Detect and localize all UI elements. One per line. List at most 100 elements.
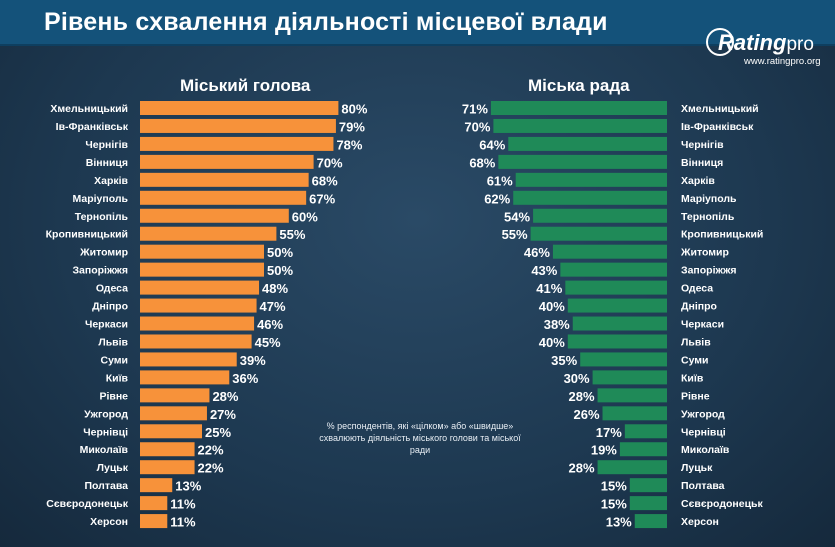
mayor-bar	[140, 190, 307, 205]
mayor-bar	[140, 460, 195, 475]
mayor-bar	[140, 316, 255, 331]
logo-ring-icon	[706, 28, 734, 56]
council-value-label: 26%	[573, 407, 599, 422]
mayor-value-label: 46%	[257, 317, 283, 332]
mayor-value-label: 25%	[205, 425, 231, 440]
mayor-bar	[140, 352, 237, 367]
mayor-category-label: Київ	[106, 372, 129, 384]
council-value-label: 35%	[551, 353, 577, 368]
chart-note: % респондентів, які «цілком» або «швидше…	[319, 421, 521, 455]
council-category-label: Херсон	[681, 516, 719, 528]
council-value-label: 19%	[591, 443, 617, 458]
mayor-value-label: 22%	[198, 443, 224, 458]
council-bar	[629, 496, 667, 511]
council-value-label: 38%	[544, 317, 570, 332]
council-value-label: 28%	[569, 389, 595, 404]
mayor-bar	[140, 208, 289, 223]
mayor-bar	[140, 244, 264, 259]
mayor-bar	[140, 388, 210, 403]
mayor-value-label: 70%	[317, 155, 343, 170]
council-category-label: Тернопіль	[681, 211, 735, 223]
mayor-category-label: Полтава	[84, 480, 128, 492]
council-bar	[533, 208, 667, 223]
ratingpro-logo: Ratingpro www.ratingpro.org	[706, 26, 831, 70]
council-category-label: Чернівці	[681, 426, 726, 438]
mayor-category-label: Одеса	[96, 283, 128, 295]
mayor-value-label: 27%	[210, 407, 236, 422]
council-bar	[602, 406, 667, 421]
mayor-value-label: 36%	[232, 371, 258, 386]
council-category-label: Київ	[681, 372, 704, 384]
mayor-value-label: 78%	[336, 137, 362, 152]
mayor-category-label: Черкаси	[85, 319, 128, 331]
mayor-bar	[140, 172, 309, 187]
mayor-bar	[140, 406, 207, 421]
mayor-category-label: Суми	[100, 354, 128, 366]
council-category-label: Ів-Франківськ	[681, 121, 754, 133]
council-bar	[552, 244, 667, 259]
council-bar	[572, 316, 667, 331]
council-category-label: Житомир	[680, 247, 729, 259]
council-bar	[508, 136, 667, 151]
council-value-label: 30%	[564, 371, 590, 386]
mayor-bar	[140, 101, 339, 115]
mayor-value-label: 67%	[309, 191, 335, 206]
mayor-category-label: Чернівці	[83, 426, 128, 438]
council-chart-title: Міська рада	[528, 76, 630, 95]
mayor-bar	[140, 496, 168, 511]
mayor-bar	[140, 136, 334, 151]
mayor-bar	[140, 424, 202, 439]
mayor-category-label: Чернігів	[85, 139, 128, 151]
mayor-bar	[140, 298, 257, 313]
council-category-label: Хмельницький	[681, 103, 759, 115]
council-value-label: 15%	[601, 479, 627, 494]
council-bar	[619, 442, 667, 457]
council-category-label: Черкаси	[681, 319, 724, 331]
mayor-value-label: 11%	[170, 497, 196, 512]
mayor-category-label: Запоріжжя	[72, 265, 128, 277]
mayor-category-label: Херсон	[90, 516, 128, 528]
council-bar	[560, 262, 667, 277]
council-value-label: 71%	[462, 102, 488, 117]
mayor-bar	[140, 442, 195, 457]
mayor-category-label: Рівне	[99, 390, 128, 402]
council-value-label: 70%	[464, 119, 490, 134]
council-bar	[567, 334, 667, 349]
council-value-label: 40%	[539, 335, 565, 350]
council-category-label: Кропивницький	[681, 229, 763, 241]
council-bar	[597, 388, 667, 403]
council-value-label: 13%	[606, 515, 632, 530]
council-bar	[580, 352, 667, 367]
mayor-category-label: Дніпро	[92, 301, 128, 313]
mayor-value-label: 50%	[267, 245, 293, 260]
mayor-bar	[140, 370, 230, 385]
council-category-label: Полтава	[681, 480, 725, 492]
mayor-value-label: 47%	[260, 299, 286, 314]
mayor-bar	[140, 514, 168, 529]
council-category-label: Львів	[681, 336, 711, 348]
mayor-value-label: 11%	[170, 515, 196, 530]
mayor-value-label: 50%	[267, 263, 293, 278]
council-bar	[629, 478, 667, 493]
mayor-bar	[140, 334, 252, 349]
header-band	[0, 0, 835, 46]
council-bar	[634, 514, 667, 529]
mayor-category-label: Харків	[94, 175, 128, 187]
mayor-category-label: Хмельницький	[50, 103, 128, 115]
mayor-category-label: Ів-Франківськ	[56, 121, 129, 133]
council-bar	[493, 118, 667, 133]
mayor-value-label: 28%	[212, 389, 238, 404]
mayor-bar	[140, 154, 314, 169]
council-category-label: Сєвєродонецьк	[681, 498, 763, 510]
mayor-category-label: Тернопіль	[75, 211, 129, 223]
council-bar	[530, 226, 667, 241]
council-value-label: 43%	[531, 263, 557, 278]
logo-url: www.ratingpro.org	[744, 56, 821, 67]
council-bar	[567, 298, 667, 313]
mayor-value-label: 13%	[175, 479, 201, 494]
council-category-label: Ужгород	[681, 408, 725, 420]
council-bar	[624, 424, 667, 439]
logo-brand-suffix: pro	[786, 34, 814, 55]
council-category-label: Рівне	[681, 390, 710, 402]
